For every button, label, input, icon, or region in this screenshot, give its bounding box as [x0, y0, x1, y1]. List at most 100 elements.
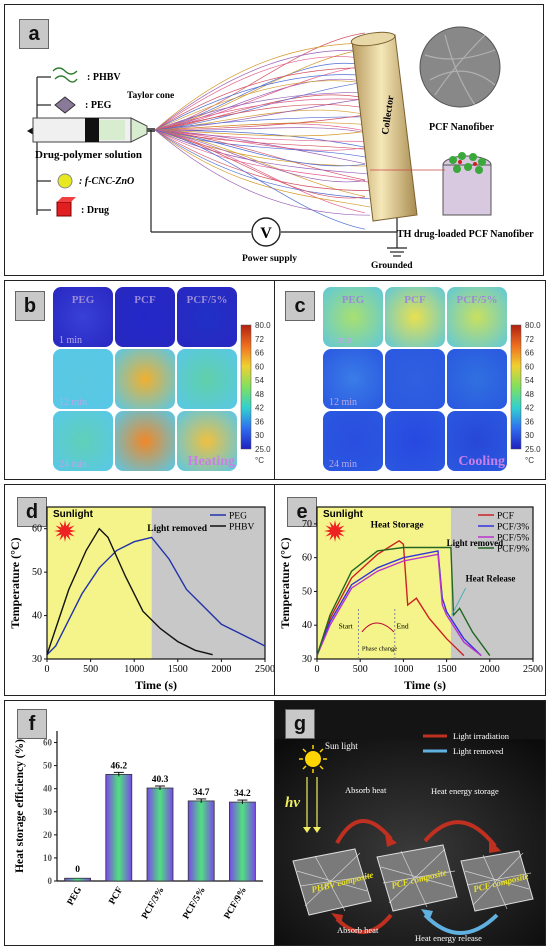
sunlight-label: Sunlight — [53, 509, 94, 520]
x-tick-label: 0 — [45, 664, 50, 675]
series-line-pcf-3- — [316, 550, 482, 657]
color-scale-unit: °C — [525, 456, 534, 465]
panel-a: a — [4, 4, 544, 276]
grounded-label: Grounded — [371, 261, 413, 271]
legend-zno: : f-CNC-ZnO — [79, 176, 134, 187]
plot-frame — [316, 506, 534, 660]
thermal-row-label: 12 min — [329, 397, 357, 408]
x-tick-label: 1000 — [393, 664, 413, 675]
thermal-cell — [447, 287, 507, 347]
color-scale-tick: 54 — [525, 376, 534, 385]
thermal-cell — [177, 349, 237, 409]
x-tick-label: 1000 — [124, 664, 144, 675]
color-scale-tick: 80.0 — [525, 321, 541, 330]
arrow-absorb-bottom — [335, 913, 393, 935]
thermal-row-label: 12 min — [59, 397, 87, 408]
heat-storage-label: Heat Storage — [371, 520, 424, 530]
color-scale-tick: 42 — [255, 404, 264, 413]
color-scale-tick: 60 — [255, 362, 264, 371]
thermal-cell — [447, 349, 507, 409]
color-scale-tick: 66 — [255, 349, 264, 358]
x-tick-label: 2500 — [523, 664, 543, 675]
pcf-mat-2 — [460, 850, 534, 912]
legend-label: PCF — [497, 512, 514, 522]
x-axis-label: Time (s) — [404, 678, 446, 692]
x-tick-label: PEG — [66, 885, 85, 907]
color-scale-tick: 54 — [255, 376, 264, 385]
x-tick-label: 2500 — [255, 664, 274, 675]
color-scale-tick: 36 — [255, 417, 264, 426]
voltage-symbol: V — [260, 225, 272, 242]
arrow-storage — [423, 820, 497, 848]
legend-drug: : Drug — [81, 205, 109, 216]
thermal-cell — [177, 411, 237, 471]
thermal-cell — [385, 287, 445, 347]
sun-icon — [299, 745, 327, 773]
legend-label: PCF/9% — [497, 545, 529, 555]
bar — [146, 787, 174, 882]
legend-peg: : PEG — [85, 100, 112, 111]
thermal-col-label: PEG — [342, 294, 365, 306]
y-tick-label: 40 — [302, 620, 312, 631]
series-line-pcf-5- — [316, 553, 482, 657]
y-tick-label: 30 — [32, 654, 42, 665]
thermal-grid-cooling: PEG PCF PCF/5% 1 min 12 min 24 min Cooling 80.0… — [323, 287, 541, 471]
heat-release-label: Heat Release — [466, 573, 516, 583]
color-scale-tick: 48 — [525, 390, 534, 399]
plot-frame — [46, 506, 266, 660]
storage-label: Heat energy storage — [431, 786, 499, 796]
legend-label: PHBV — [229, 523, 254, 533]
drug-icon — [56, 197, 76, 217]
data-label: 46.2 — [110, 761, 127, 771]
panel-f-label: f — [17, 709, 47, 739]
color-scale-tick: 72 — [255, 335, 264, 344]
color-scale-tick: 42 — [525, 404, 534, 413]
thermal-mode-label: Heating — [188, 454, 235, 469]
y-tick-label: 60 — [302, 553, 312, 564]
chart-d: Sunlight 0 500 1000 1500 2000 2500 30 40 50 60 Time… — [8, 506, 274, 692]
loaded-fiber-icon — [442, 152, 492, 216]
y-tick-label: 50 — [43, 761, 53, 771]
phase-change-curve — [361, 622, 395, 633]
dark-region — [450, 507, 533, 659]
y-tick-label: 0 — [48, 876, 53, 886]
y-tick-label: 60 — [43, 738, 53, 748]
series-line-pcf-9- — [316, 546, 491, 657]
power-supply-icon — [251, 217, 281, 247]
sunlight-label: Sunlight — [323, 509, 364, 520]
color-scale-tick: 25.0 — [255, 445, 271, 454]
x-axis-label: Time (s) — [135, 678, 177, 692]
y-axis-label: Heat storage efficiency (%) — [14, 739, 26, 873]
legend-irradiation: Light irradiation — [453, 731, 510, 741]
thermal-cell — [323, 349, 383, 409]
sunburst-icon — [54, 520, 76, 542]
fiber-jet — [154, 32, 371, 230]
y-tick-label: 50 — [32, 567, 42, 578]
thermal-cell — [385, 349, 445, 409]
panel-d: d Sunlight 0 500 1000 1500 2000 2500 30 40 50 60 Ti… — [4, 484, 275, 696]
zno-icon — [57, 173, 73, 189]
thermal-cell — [53, 349, 113, 409]
y-axis-label: Temperature (°C) — [8, 537, 22, 628]
series-line-phbv — [46, 527, 213, 656]
thermal-cell — [53, 411, 113, 471]
series-line-pcf — [316, 539, 465, 657]
data-label: 34.7 — [193, 788, 210, 798]
arrow-release — [423, 913, 499, 935]
dark-region — [151, 507, 265, 659]
taylor-cone-label: Taylor cone — [127, 91, 174, 101]
bar — [187, 800, 215, 882]
x-tick-label: 2000 — [211, 664, 231, 675]
light-removed-annotation: Light removed — [147, 524, 207, 534]
x-tick-label: PCF — [108, 885, 126, 906]
arrow-absorb-top — [335, 819, 393, 844]
thermal-cell — [115, 287, 175, 347]
electrospinning-diagram: V : PHBV : PEG : f-CNC-ZnO : Drug Drug-p… — [27, 26, 534, 271]
peg-icon — [54, 96, 76, 114]
legend-label: PCF/3% — [497, 523, 529, 533]
chart-e: Sunlight 0 500 1000 1500 2000 2500 30 40 50 60 70 Ti… — [278, 506, 543, 692]
bar — [228, 801, 256, 882]
thermal-row-label: 1 min — [329, 335, 352, 346]
x-tick-label: 2000 — [480, 664, 500, 675]
thermal-col-label: PCF/5% — [457, 294, 498, 306]
